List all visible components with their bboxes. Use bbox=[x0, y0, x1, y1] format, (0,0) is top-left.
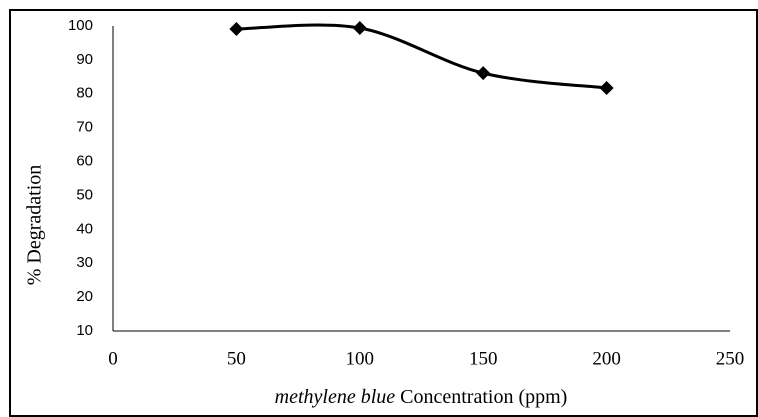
y-tick-label: 30 bbox=[76, 254, 93, 271]
series-line bbox=[236, 23, 607, 90]
y-tick-label: 70 bbox=[76, 119, 93, 136]
y-tick-label: 50 bbox=[76, 186, 93, 203]
x-tick-label: 250 bbox=[716, 348, 745, 369]
point-marker bbox=[229, 22, 244, 37]
y-axis-title: % Degradation bbox=[24, 165, 46, 286]
y-tick-label: 10 bbox=[76, 322, 93, 339]
chart-frame bbox=[9, 9, 758, 417]
point-marker bbox=[599, 81, 614, 96]
x-tick-label: 0 bbox=[108, 348, 118, 369]
y-tick-label: 90 bbox=[76, 51, 93, 68]
x-tick-label: 50 bbox=[227, 348, 246, 369]
y-tick-label: 100 bbox=[68, 17, 93, 34]
y-tick-label: 20 bbox=[76, 288, 93, 305]
point-marker bbox=[352, 21, 367, 36]
x-axis-title-part: Concentration (ppm) bbox=[400, 386, 567, 408]
x-tick-label: 200 bbox=[592, 348, 621, 369]
x-tick-label: 150 bbox=[469, 348, 498, 369]
x-axis-title-part: methylene blue bbox=[275, 386, 396, 408]
point-marker bbox=[476, 66, 491, 81]
y-tick-label: 80 bbox=[76, 85, 93, 102]
x-tick-label: 100 bbox=[346, 348, 375, 369]
y-tick-label: 40 bbox=[76, 220, 93, 237]
x-axis-title: methylene blue Concentration (ppm) bbox=[275, 386, 568, 408]
y-tick-label: 60 bbox=[76, 153, 93, 170]
